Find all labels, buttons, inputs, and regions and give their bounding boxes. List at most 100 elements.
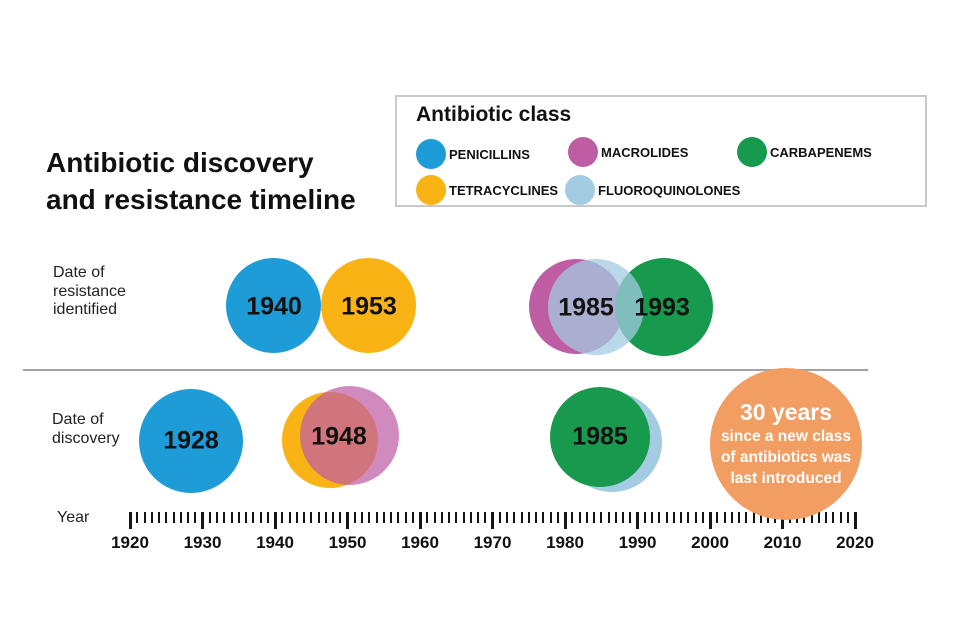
bubble-resistance-fluoroquinolones: [548, 259, 644, 355]
axis-minor-tick: [477, 512, 479, 523]
axis-minor-tick: [578, 512, 581, 523]
bubble-year-label: 1953: [341, 292, 397, 321]
legend-item-penicillins: PENICILLINS: [416, 139, 530, 169]
annotation-bubble-30-years: 30 years since a new class of antibiotic…: [710, 368, 862, 520]
tetracyclines-swatch-icon: [416, 175, 446, 205]
axis-minor-tick: [324, 512, 327, 523]
resistance-row-label: Date of resistance identified: [53, 264, 126, 320]
page-title-line-2: and resistance timeline: [46, 184, 356, 215]
axis-year-label: 1990: [618, 533, 657, 552]
axis-minor-tick: [593, 512, 595, 523]
bubble-discovery-carbapenems: [550, 387, 650, 487]
axis-minor-tick: [535, 512, 537, 523]
axis-minor-tick: [469, 512, 472, 523]
bubble-year-label: 1948: [311, 422, 367, 451]
axis-minor-tick: [150, 512, 153, 523]
axis-major-tick: [346, 512, 349, 529]
axis-minor-tick: [571, 512, 574, 523]
resistance-row-label-line: resistance: [53, 282, 126, 300]
axis-minor-tick: [194, 512, 197, 523]
axis-minor-tick: [404, 512, 407, 523]
axis-major-tick: [273, 512, 277, 529]
discovery-row-label-line: discovery: [52, 429, 120, 447]
axis-minor-tick: [745, 512, 748, 523]
axis-minor-tick: [723, 512, 726, 523]
bubble-year-label: 1985: [572, 422, 628, 451]
axis-minor-tick: [208, 512, 211, 523]
axis-minor-tick: [172, 512, 175, 523]
fluoroquinolones-swatch-icon: [565, 175, 595, 205]
axis-minor-tick: [462, 512, 465, 523]
axis-minor-tick: [230, 512, 233, 523]
axis-minor-tick: [817, 512, 820, 523]
axis-minor-tick: [448, 512, 450, 523]
axis-minor-tick: [556, 512, 559, 523]
axis-minor-tick: [701, 512, 704, 523]
penicillins-swatch-icon: [416, 139, 446, 169]
resistance-row-label-line: Date of: [53, 264, 105, 281]
axis-minor-tick: [506, 512, 508, 523]
axis-minor-tick: [303, 512, 305, 523]
axis-minor-tick: [716, 512, 719, 523]
axis-minor-tick: [440, 512, 443, 523]
axis-minor-tick: [252, 512, 255, 523]
legend-item-fluoroquinolones: FLUOROQUINOLONES: [565, 175, 740, 205]
axis-minor-tick: [237, 512, 240, 523]
axis-minor-tick: [607, 512, 610, 523]
axis-minor-tick: [259, 512, 262, 523]
bubble-year-label: 1985: [558, 293, 614, 322]
axis-year-label: 1940: [256, 533, 294, 552]
legend-title: Antibiotic class: [416, 103, 572, 126]
axis-major-tick: [128, 512, 132, 529]
bubble-discovery-penicillins: [139, 389, 243, 493]
axis-major-tick: [636, 512, 639, 529]
axis-year-label: 1920: [111, 533, 149, 552]
axis-major-tick: [708, 512, 712, 529]
annotation-line: since a new class: [720, 428, 852, 445]
axis-minor-tick: [158, 512, 160, 523]
axis-minor-tick: [375, 512, 378, 523]
axis-minor-tick: [368, 512, 371, 523]
axis-minor-tick: [433, 512, 436, 523]
bubble-resistance-penicillins: [226, 258, 321, 353]
axis-minor-tick: [658, 512, 661, 523]
axis-minor-tick: [165, 512, 168, 523]
legend-item-tetracyclines: TETRACYCLINES: [416, 175, 558, 205]
legend-item-label: CARBAPENEMS: [770, 144, 872, 160]
page-title-line-1: Antibiotic discovery: [46, 147, 314, 178]
axis-minor-tick: [295, 512, 298, 523]
legend-item-macrolides: MACROLIDES: [568, 137, 688, 167]
axis-minor-tick: [680, 512, 682, 523]
axis-minor-tick: [825, 512, 827, 523]
bubble-year-label: 1993: [634, 293, 690, 322]
macrolides-swatch-icon: [568, 137, 598, 167]
axis-major-tick: [781, 512, 784, 529]
annotation-line: of antibiotics was: [720, 449, 852, 466]
axis-minor-tick: [759, 512, 762, 523]
axis-minor-tick: [332, 512, 334, 523]
axis-minor-tick: [614, 512, 617, 523]
annotation-headline: 30 years: [739, 399, 833, 425]
axis-minor-tick: [622, 512, 624, 523]
annotation-line: last introduced: [730, 470, 842, 487]
bubble-resistance-tetracyclines: [321, 258, 416, 353]
row-divider: [23, 369, 868, 371]
axis-minor-tick: [310, 512, 313, 523]
axis-minor-tick: [810, 512, 813, 523]
bubble-year-label: 1940: [246, 292, 302, 321]
axis-year-label: 1950: [328, 533, 367, 552]
axis-minor-tick: [426, 512, 429, 523]
legend-item-label: MACROLIDES: [601, 144, 689, 160]
axis-minor-tick: [527, 512, 530, 523]
axis-minor-tick: [520, 512, 523, 523]
axis-year-label: 2010: [763, 533, 802, 552]
axis-year-label: 2020: [836, 533, 874, 552]
axis-year-label: 2000: [691, 533, 729, 552]
legend-item-label: FLUOROQUINOLONES: [598, 182, 741, 198]
axis-year-label: 1930: [183, 533, 222, 552]
axis-title: Year: [57, 509, 90, 526]
axis-minor-tick: [643, 512, 646, 523]
axis-minor-tick: [266, 512, 269, 523]
bubble-year-label: 1928: [163, 426, 219, 455]
axis-minor-tick: [223, 512, 226, 523]
